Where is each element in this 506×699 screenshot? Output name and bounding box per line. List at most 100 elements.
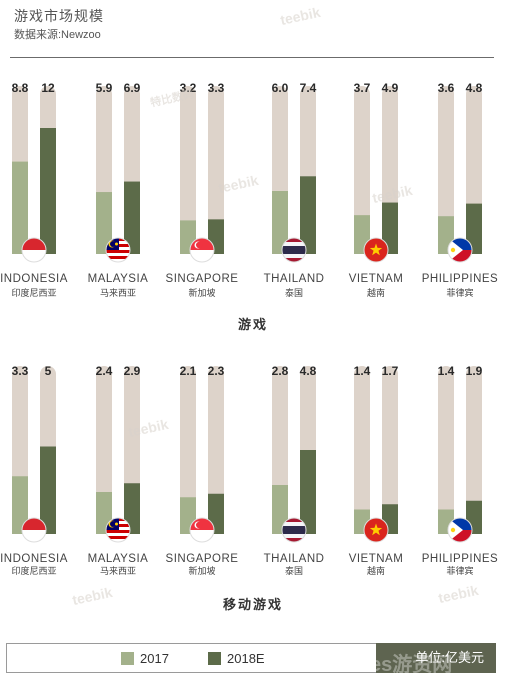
country-label-en: MALAYSIA [88, 273, 149, 285]
flag-band [282, 522, 306, 526]
flag-stripe [106, 250, 130, 253]
bar-track [354, 86, 370, 254]
country-label-en: VIETNAM [349, 273, 404, 285]
data-label: 7.4 [300, 81, 317, 95]
flag-star [369, 523, 383, 536]
data-label: 1.4 [438, 364, 455, 378]
flag-band [282, 534, 306, 538]
vietnam-flag-icon [364, 518, 388, 542]
flag-outline [105, 517, 131, 543]
bar-2018e [40, 446, 56, 534]
flag-crescent-cut [196, 521, 203, 529]
country-label-en: THAILAND [264, 553, 325, 565]
flag-star [115, 242, 118, 246]
indonesia-flag-icon [22, 238, 46, 262]
bar-track [208, 366, 224, 534]
country-label-en: THAILAND [264, 273, 325, 285]
flag-crescent-cut [196, 241, 203, 249]
flag-outline [21, 237, 47, 263]
flag-stripe [106, 259, 130, 262]
country-label-cn: 马来西亚 [100, 566, 136, 577]
country-label-en: INDONESIA [0, 273, 68, 285]
bar-track [208, 86, 224, 254]
bar-track [180, 366, 196, 534]
flag-band [282, 538, 306, 542]
flag-outline [189, 237, 215, 263]
bar-track [438, 86, 454, 254]
vietnam-flag-icon [364, 238, 388, 262]
data-label: 4.9 [382, 81, 399, 95]
data-label: 5 [45, 364, 52, 378]
data-label: 3.6 [438, 81, 455, 95]
data-label: 2.3 [208, 364, 225, 378]
bar-2018e [124, 483, 140, 534]
country-label-cn: 新加坡 [188, 287, 215, 299]
country-label-en: VIETNAM [349, 553, 404, 565]
country-label-cn: 泰国 [285, 287, 303, 299]
bar-2017 [272, 485, 288, 534]
country-label-en: SINGAPORE [166, 273, 239, 285]
data-label: 2.4 [96, 364, 113, 378]
flag-outline [281, 517, 307, 543]
country-label-en: SINGAPORE [166, 553, 239, 565]
data-label: 2.1 [180, 364, 197, 378]
data-label: 3.2 [180, 81, 197, 95]
flag-white-band [22, 530, 46, 542]
data-label: 5.9 [96, 81, 113, 95]
country-label-en: MALAYSIA [88, 553, 149, 565]
data-label: 4.8 [300, 364, 317, 378]
flag-outline [447, 517, 473, 543]
philippines-flag-icon [448, 238, 472, 262]
flag-stripe [106, 539, 130, 542]
flag-outline [363, 517, 389, 543]
flag-sun [450, 527, 456, 533]
bar-2018e [300, 450, 316, 534]
bar-track [180, 86, 196, 254]
legend-label-2017: 2017 [140, 651, 169, 666]
flag-white-band [190, 250, 214, 262]
chart-title: 游戏市场规模 [14, 8, 104, 24]
flag-band [282, 246, 306, 254]
bar-2018e [382, 202, 398, 254]
section-label-games: 游戏 [237, 317, 268, 332]
flag-outline [21, 517, 47, 543]
data-label: 4.8 [466, 81, 483, 95]
country-label-en: PHILIPPINES [422, 273, 498, 285]
data-label: 3.7 [354, 81, 371, 95]
bar-2018e [40, 128, 56, 254]
header-rule [10, 57, 494, 58]
country-label-en: PHILIPPINES [422, 553, 498, 565]
flag-stripe [106, 256, 130, 259]
data-label: 2.9 [124, 364, 141, 378]
bar-2017 [96, 192, 112, 254]
country-label-cn: 菲律宾 [446, 565, 473, 577]
data-label: 3.3 [208, 81, 225, 95]
flag-band [282, 242, 306, 246]
flag-outline [189, 517, 215, 543]
chart-source: 数据来源:Newzoo [14, 29, 101, 41]
bar-2017 [12, 476, 28, 534]
country-label-cn: 菲律宾 [446, 287, 473, 299]
flag-white-band [190, 530, 214, 542]
legend-swatch-2017 [121, 652, 134, 665]
bar-track [466, 366, 482, 534]
flag-sun [450, 247, 456, 253]
data-label: 1.4 [354, 364, 371, 378]
thailand-flag-icon [282, 238, 306, 262]
flag-star [369, 243, 383, 256]
data-label: 1.9 [466, 364, 483, 378]
watermark: GameRes游资网 [300, 654, 453, 676]
data-label: 1.7 [382, 364, 399, 378]
bar-2018e [466, 203, 482, 254]
flag-red-band [22, 238, 46, 250]
bar-track [354, 366, 370, 534]
country-label-cn: 泰国 [285, 565, 303, 577]
flag-stripe [106, 253, 130, 256]
bar-2017 [12, 161, 28, 254]
thailand-flag-icon [282, 518, 306, 542]
flag-outline [447, 237, 473, 263]
flag-white-band [22, 250, 46, 262]
flag-band [282, 238, 306, 242]
flag-outline [281, 237, 307, 263]
indonesia-flag-icon [22, 518, 46, 542]
